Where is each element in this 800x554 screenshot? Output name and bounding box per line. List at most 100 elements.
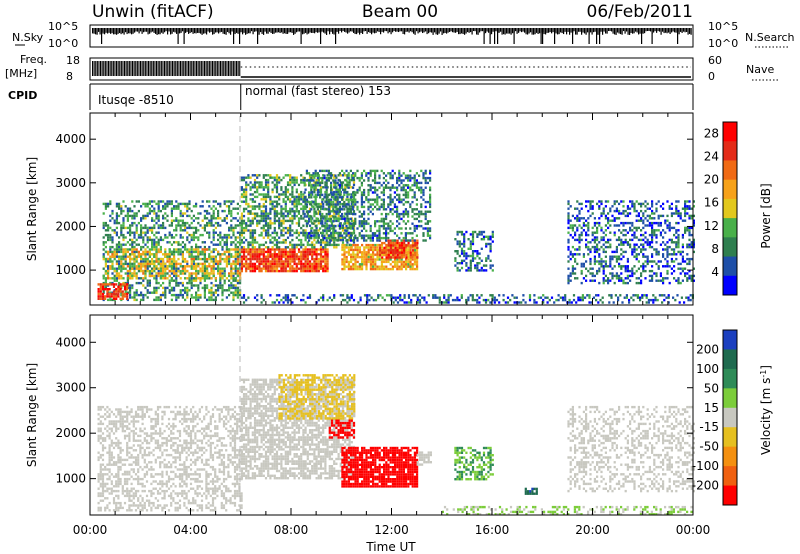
power-cell — [206, 231, 209, 234]
power-cell — [245, 202, 248, 206]
power-cell — [124, 236, 127, 239]
power-cell — [358, 234, 361, 237]
power-cell — [280, 188, 283, 191]
nsky-bar — [122, 28, 124, 34]
power-cell — [310, 217, 313, 221]
power-cell — [282, 212, 285, 215]
power-cell — [352, 224, 355, 228]
power-cell — [352, 251, 355, 254]
power-cell — [133, 272, 136, 275]
power-cell — [317, 234, 320, 237]
nsky-bar — [575, 28, 577, 35]
power-cell — [232, 291, 235, 294]
power-cell — [286, 210, 290, 213]
power-cell — [230, 255, 233, 258]
power-cell — [345, 255, 348, 259]
power-cell — [387, 232, 390, 235]
power-cell — [256, 212, 259, 215]
power-cell — [571, 267, 574, 270]
power-cell — [378, 224, 381, 228]
power-cell — [429, 236, 432, 240]
power-cell — [426, 210, 429, 213]
power-cell — [302, 250, 305, 254]
power-cell — [111, 253, 114, 256]
power-cell — [195, 277, 198, 280]
power-cell — [365, 198, 368, 201]
power-cell — [322, 265, 325, 268]
power-cell — [210, 260, 213, 263]
power-cell — [120, 212, 123, 215]
power-cell — [177, 296, 180, 299]
power-cell — [142, 272, 145, 275]
power-cell — [159, 226, 162, 230]
power-cell — [349, 232, 352, 235]
power-cell — [322, 246, 325, 249]
freq-bar — [135, 61, 137, 76]
power-cell — [383, 267, 386, 271]
power-cell — [374, 248, 377, 252]
power-cell — [245, 238, 248, 242]
power-cell — [324, 200, 327, 203]
power-cell — [190, 260, 193, 263]
freq-tick-bottom: 8 — [66, 70, 73, 83]
power-cell — [195, 296, 198, 299]
power-cell — [378, 258, 381, 261]
power-cell — [184, 221, 187, 225]
power-cell — [308, 243, 312, 247]
freq-bar — [114, 61, 116, 76]
power-cell — [117, 290, 120, 293]
power-cell — [186, 262, 189, 266]
power-cell — [144, 226, 147, 230]
power-cell — [587, 245, 590, 249]
power-cell — [312, 172, 315, 175]
power-cell — [142, 245, 145, 249]
power-cell — [264, 260, 268, 263]
power-cell — [571, 236, 574, 239]
power-cell — [242, 253, 246, 256]
power-cell — [327, 198, 330, 201]
freq-bar — [231, 61, 233, 76]
power-cell — [330, 222, 334, 225]
power-cell — [356, 227, 359, 230]
power-cell — [284, 174, 287, 177]
nsky-spike — [101, 28, 103, 44]
power-cell — [168, 265, 171, 268]
power-cell — [319, 267, 323, 270]
power-cell — [214, 226, 217, 230]
power-cell — [164, 226, 167, 230]
freq-bar — [210, 61, 212, 76]
power-cell — [420, 181, 423, 185]
power-cell — [118, 281, 121, 285]
power-cell — [280, 253, 283, 256]
power-cell — [273, 255, 276, 258]
nsky-bar — [123, 28, 125, 35]
power-cell — [363, 263, 366, 266]
power-cell — [487, 235, 490, 238]
power-cell — [334, 224, 337, 228]
power-cell — [424, 222, 427, 225]
power-cell — [135, 257, 138, 261]
power-cell — [184, 272, 187, 275]
power-cell — [245, 186, 248, 189]
power-cell — [142, 298, 145, 302]
power-cell — [140, 293, 143, 297]
power-cell — [334, 181, 337, 185]
power-cell — [311, 222, 314, 225]
power-cell — [210, 291, 213, 294]
power-cell — [223, 272, 226, 275]
power-cell — [135, 267, 138, 270]
power-cell — [282, 176, 285, 179]
power-cell — [321, 234, 324, 237]
power-cell — [330, 224, 334, 227]
power-cell — [352, 176, 355, 180]
power-cell — [361, 255, 364, 259]
power-cell — [369, 227, 372, 230]
power-cell — [113, 279, 116, 282]
power-cell — [126, 281, 129, 285]
power-cell — [219, 236, 222, 239]
power-cell — [206, 269, 209, 273]
power-cell — [324, 260, 327, 263]
power-cell — [350, 200, 353, 203]
power-cell — [322, 250, 325, 254]
power-cell — [422, 193, 425, 197]
